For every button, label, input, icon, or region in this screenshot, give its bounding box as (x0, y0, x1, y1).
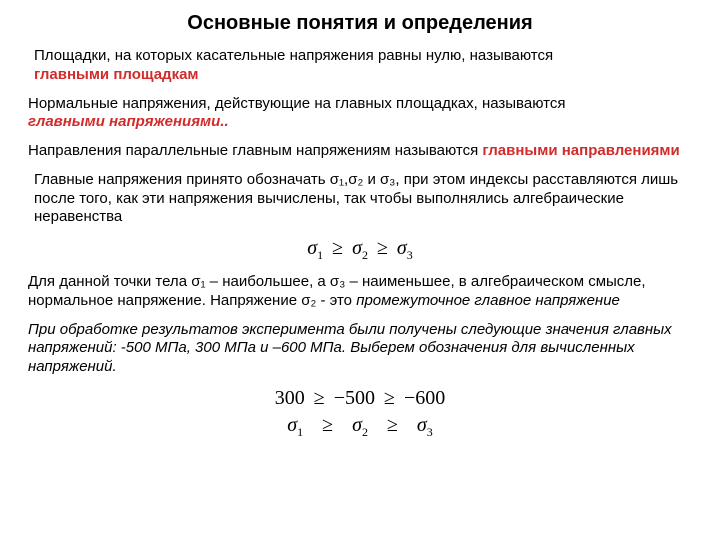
val3: −600 (404, 387, 445, 409)
ge2: ≥ (377, 237, 388, 259)
formula-inequality: σ1 ≥ σ2 ≥ σ3 (28, 237, 692, 263)
sym-ge1: ≥ (322, 414, 333, 436)
para-sites-text: Площадки, на которых касательные напряже… (34, 47, 553, 64)
sym1-idx: 1 (297, 425, 303, 439)
ge1: ≥ (332, 237, 343, 259)
para-notation: Главные напряжения принято обозначать σ₁… (28, 171, 692, 227)
sigma3: σ (397, 237, 407, 259)
sigma2-idx: 2 (362, 248, 368, 262)
sigma1-idx: 1 (317, 248, 323, 262)
val1: 300 (275, 387, 305, 409)
sym3-idx: 3 (427, 425, 433, 439)
para-sites: Площадки, на которых касательные напряже… (28, 47, 692, 85)
para-stresses: Нормальные напряжения, действующие на гл… (28, 95, 692, 133)
val2: −500 (334, 387, 375, 409)
para-directions: Направления параллельные главным напряже… (28, 142, 692, 161)
formula-example: 300 ≥ −500 ≥ −600 σ1 ≥ σ2 ≥ σ3 (28, 387, 692, 440)
para-example: При обработке результатов эксперимента б… (28, 321, 692, 377)
val-ge2: ≥ (384, 387, 395, 409)
term-sites: главными площадкам (34, 66, 199, 83)
sym3: σ (417, 414, 427, 436)
formula-example-values: 300 ≥ −500 ≥ −600 (275, 387, 446, 410)
sigma1: σ (307, 237, 317, 259)
val-ge1: ≥ (314, 387, 325, 409)
sym2: σ (352, 414, 362, 436)
sym2-idx: 2 (362, 425, 368, 439)
para-minmax: Для данной точки тела σ₁ – наибольшее, а… (28, 273, 692, 311)
para-minmax-b: промежуточное главное напряжение (356, 292, 620, 309)
term-directions: главными направлениями (482, 142, 679, 159)
sigma3-idx: 3 (407, 248, 413, 262)
slide: Основные понятия и определения Площадки,… (0, 0, 720, 540)
para-directions-lead: Направления параллельные главным напряже… (28, 142, 482, 159)
sigma2: σ (352, 237, 362, 259)
formula-example-symbols: σ1 ≥ σ2 ≥ σ3 (287, 414, 433, 440)
sym-ge2: ≥ (387, 414, 398, 436)
sym1: σ (287, 414, 297, 436)
slide-title: Основные понятия и определения (28, 12, 692, 35)
para-stresses-text: Нормальные напряжения, действующие на гл… (28, 95, 565, 112)
term-stresses: главными напряжениями.. (28, 113, 229, 130)
